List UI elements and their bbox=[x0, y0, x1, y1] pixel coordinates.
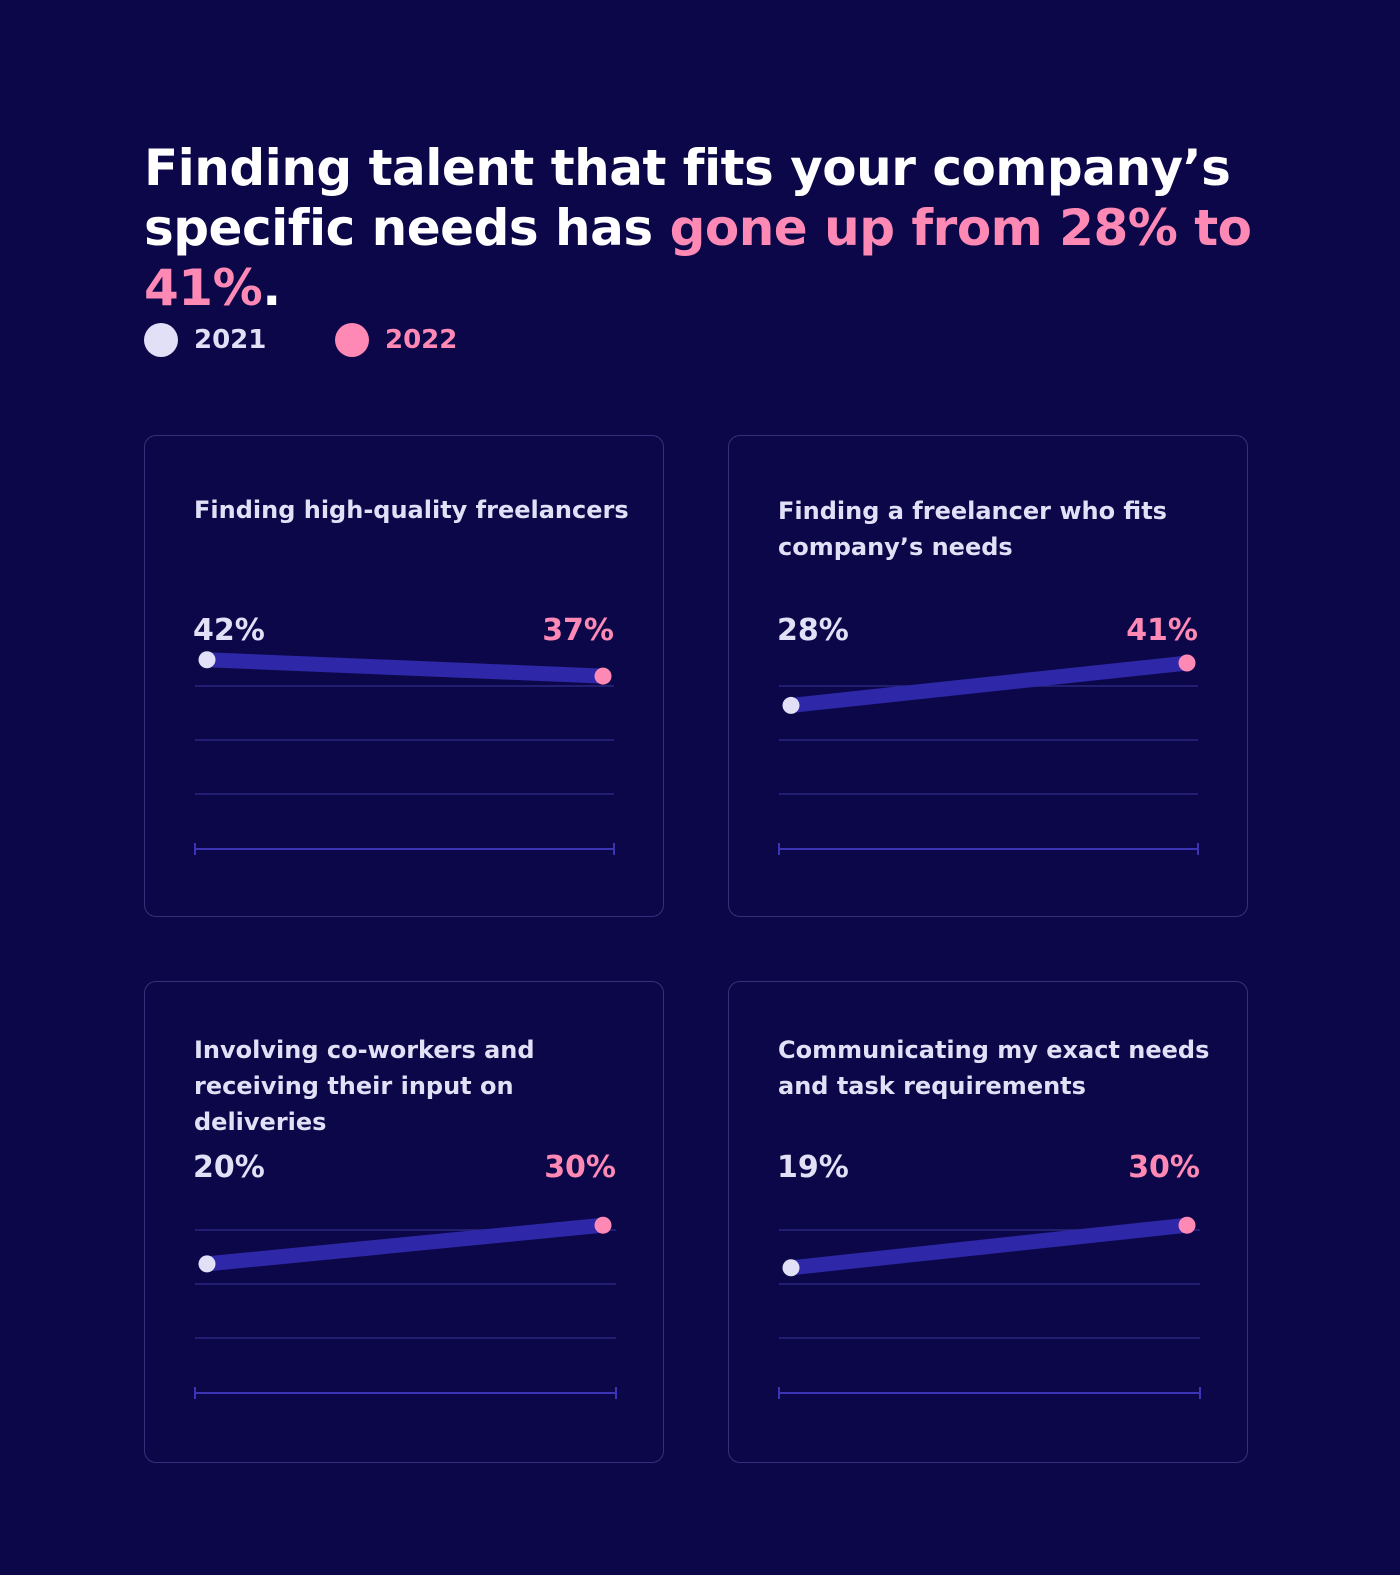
chart-3: 20% 30% bbox=[193, 1150, 617, 1399]
series-line bbox=[783, 1217, 1195, 1276]
data-label-2022: 37% bbox=[542, 613, 614, 648]
data-point-2022 bbox=[594, 1216, 612, 1234]
data-point-2022 bbox=[1178, 654, 1196, 672]
chart-title: Finding high-quality freelancers bbox=[194, 496, 629, 524]
chart-title: Communicating my exact needs and task re… bbox=[778, 1036, 1210, 1100]
chart-card-4: Communicating my exact needs and task re… bbox=[728, 981, 1248, 1463]
series-line bbox=[199, 652, 611, 684]
data-point-2021 bbox=[198, 651, 216, 669]
data-label-2022: 30% bbox=[544, 1150, 616, 1185]
chart-1: 42% 37% bbox=[193, 613, 615, 855]
data-point-2021 bbox=[198, 1255, 216, 1273]
series-line bbox=[199, 1217, 611, 1272]
chart-title: Involving co-workers and receiving their… bbox=[194, 1036, 535, 1136]
legend-label-2022: 2022 bbox=[385, 325, 458, 355]
data-point-2022 bbox=[594, 667, 612, 685]
chart-2: 28% 41% bbox=[777, 613, 1199, 855]
data-point-2021 bbox=[782, 1259, 800, 1277]
chart-card-1: Finding high-quality freelancers 42% 37% bbox=[144, 435, 664, 917]
headline-period: . bbox=[262, 259, 281, 317]
data-label-2022: 41% bbox=[1126, 613, 1198, 648]
legend-dot-2022 bbox=[335, 323, 369, 357]
data-point-2021 bbox=[782, 696, 800, 714]
headline-text: Finding talent that fits your company’s … bbox=[144, 139, 1231, 257]
data-label-2021: 28% bbox=[777, 613, 849, 648]
headline-highlight: gone up from 28% to 41% bbox=[144, 199, 1252, 317]
chart-4: 19% 30% bbox=[777, 1150, 1201, 1399]
data-label-2021: 42% bbox=[193, 613, 265, 648]
page-title: Finding talent that fits your company’s … bbox=[144, 138, 1304, 318]
series-line bbox=[783, 655, 1195, 713]
chart-title: Finding a freelancer who fits company’s … bbox=[778, 497, 1167, 561]
data-point-2022 bbox=[1178, 1216, 1196, 1234]
chart-card-3: Involving co-workers and receiving their… bbox=[144, 981, 664, 1463]
legend-label-2021: 2021 bbox=[194, 325, 267, 355]
data-label-2021: 20% bbox=[193, 1150, 265, 1185]
chart-card-2: Finding a freelancer who fits company’s … bbox=[728, 435, 1248, 917]
legend-dot-2021 bbox=[144, 323, 178, 357]
data-label-2022: 30% bbox=[1128, 1150, 1200, 1185]
data-label-2021: 19% bbox=[777, 1150, 849, 1185]
